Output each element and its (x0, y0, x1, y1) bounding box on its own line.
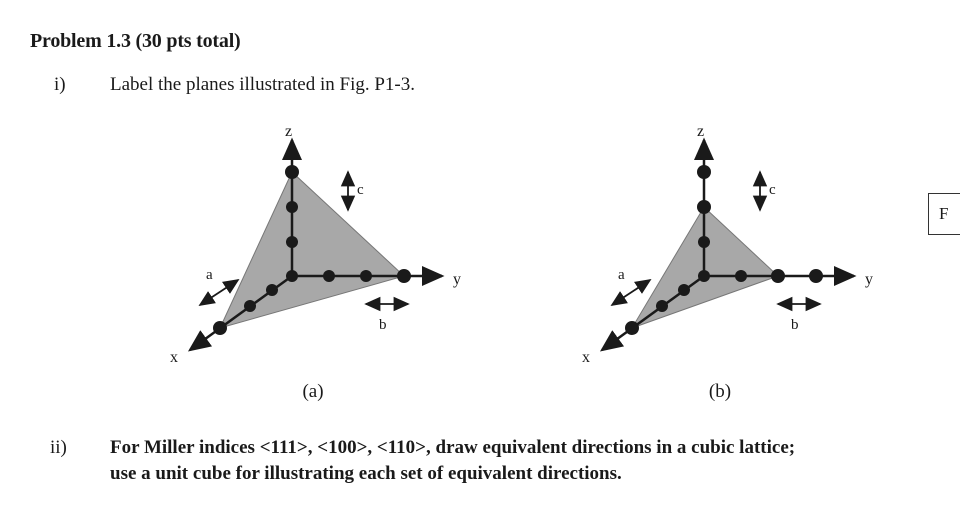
a-label: a (618, 267, 625, 283)
z-label: z (697, 123, 704, 140)
z-label: z (285, 123, 292, 140)
part-ii-line-2: use a unit cube for illustrating each se… (110, 463, 622, 484)
part-i-text: Label the planes illustrated in Fig. P1-… (110, 74, 416, 95)
b-label: b (379, 317, 387, 333)
figure-b: z y x c b a (582, 123, 873, 366)
part-ii-line-1: For Miller indices <111>, <100>, <110>, … (110, 437, 796, 458)
a-label: a (206, 267, 213, 283)
lattice-points (625, 165, 823, 335)
plane-a (219, 171, 405, 329)
problem-title: Problem 1.3 (30 pts total) (30, 30, 241, 52)
part-i-number: i) (54, 74, 66, 95)
b-label: b (791, 317, 799, 333)
figure-label-box: F (928, 193, 960, 235)
figure-a: z y x c b a (170, 123, 461, 366)
x-label: x (582, 349, 590, 366)
y-label: y (865, 271, 873, 288)
caption-a: (a) (302, 381, 324, 402)
a-arrow (610, 279, 652, 306)
c-label: c (769, 182, 776, 198)
a-arrow (198, 279, 240, 306)
x-label: x (170, 349, 178, 366)
caption-b: (b) (708, 381, 732, 402)
c-label: c (357, 182, 364, 198)
y-label: y (453, 271, 461, 288)
part-ii-number: ii) (50, 437, 67, 458)
lattice-points (213, 165, 411, 335)
